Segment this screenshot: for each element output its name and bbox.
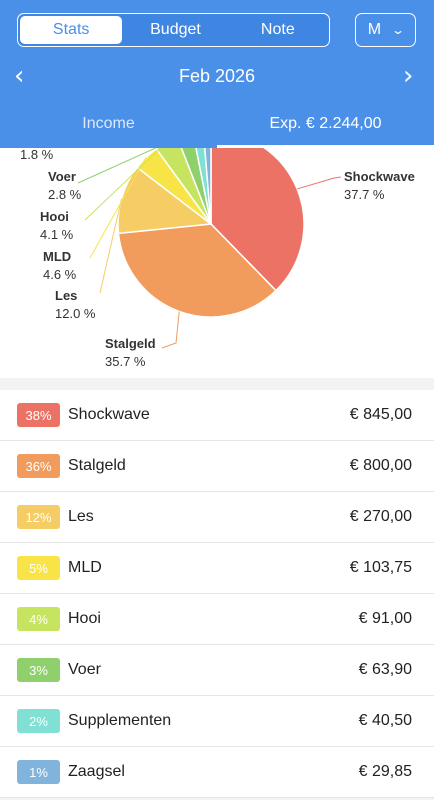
income-expense-tabs: Income Exp. € 2.244,00	[0, 100, 434, 148]
list-item[interactable]: 38% Shockwave € 845,00	[0, 390, 434, 441]
category-amount: € 103,75	[349, 559, 412, 576]
label-shockwave: Shockwave 37.7 %	[344, 169, 415, 202]
label-stalgeld: Stalgeld 35.7 %	[105, 336, 156, 369]
percent-badge: 36%	[17, 454, 60, 478]
list-item[interactable]: 3% Voer € 63,90	[0, 645, 434, 696]
category-amount: € 270,00	[349, 508, 412, 525]
category-name: Stalgeld	[68, 457, 126, 474]
leader-line-shockwave	[297, 176, 342, 190]
list-item[interactable]: 5% MLD € 103,75	[0, 543, 434, 594]
leader-line-mld	[89, 157, 147, 259]
percent-badge: 3%	[17, 658, 60, 682]
list-item[interactable]: 1% Zaagsel € 29,85	[0, 747, 434, 798]
category-name: Les	[68, 508, 94, 525]
month-title: Feb 2026	[178, 66, 256, 86]
tab-stats[interactable]: Stats	[20, 16, 123, 44]
list-item[interactable]: 2% Supplementen € 40,50	[0, 696, 434, 747]
period-label: M	[367, 21, 382, 38]
category-amount: € 91,00	[358, 610, 412, 627]
category-amount: € 800,00	[349, 457, 412, 474]
category-name: Zaagsel	[68, 763, 125, 780]
pie-chart: Shockwave 37.7 % Stalgeld 35.7 % Les 12.…	[0, 148, 434, 378]
app-header: Stats Budget Note M ⌄ ‹ Feb 2026 › Incom…	[0, 0, 434, 148]
pie-slice-zaagsel[interactable]	[203, 148, 212, 225]
label-mld: MLD 4.6 %	[43, 249, 77, 282]
category-amount: € 40,50	[358, 712, 412, 729]
pie-slice-hooi[interactable]	[155, 148, 212, 225]
percent-badge: 2%	[17, 709, 60, 733]
pie-slice-voer[interactable]	[177, 148, 212, 225]
previous-month-icon[interactable]: ‹	[14, 61, 25, 91]
next-month-icon[interactable]: ›	[403, 61, 414, 91]
label-hooi: Hooi 4.1 %	[40, 209, 74, 242]
category-name: MLD	[68, 559, 102, 576]
category-amount: € 29,85	[358, 763, 412, 780]
category-amount: € 63,90	[358, 661, 412, 678]
tab-note[interactable]: Note	[260, 21, 295, 38]
category-list: 38% Shockwave € 845,00 36% Stalgeld € 80…	[0, 390, 434, 798]
percent-badge: 1%	[17, 760, 60, 784]
label-les: Les 12.0 %	[55, 288, 96, 321]
pie-chart-svg	[77, 148, 342, 349]
category-amount: € 845,00	[349, 406, 412, 423]
view-segmented-control: Stats Budget Note	[17, 13, 330, 47]
list-item[interactable]: 12% Les € 270,00	[0, 492, 434, 543]
label-voer: Voer 2.8 %	[48, 169, 82, 202]
list-item[interactable]: 4% Hooi € 91,00	[0, 594, 434, 645]
category-name: Voer	[68, 661, 101, 678]
chevron-down-icon: ⌄	[391, 23, 406, 37]
pie-slice-shockwave[interactable]	[210, 148, 305, 292]
tab-budget[interactable]: Budget	[150, 21, 201, 38]
period-select-button[interactable]: M ⌄	[355, 13, 416, 47]
category-name: Supplementen	[68, 712, 172, 729]
leader-line-stalgeld	[161, 311, 180, 349]
category-name: Hooi	[68, 610, 101, 627]
pie-slice-supplementen[interactable]	[193, 148, 212, 225]
leader-line-les	[99, 198, 123, 294]
percent-badge: 38%	[17, 403, 60, 427]
leader-line-voer	[77, 148, 157, 184]
percent-badge: 12%	[17, 505, 60, 529]
leader-line-hooi	[84, 148, 162, 221]
percent-badge: 4%	[17, 607, 60, 631]
section-divider	[0, 378, 434, 390]
tab-expense[interactable]: Exp. € 2.244,00	[217, 100, 434, 148]
tab-income[interactable]: Income	[82, 115, 135, 132]
percent-badge: 5%	[17, 556, 60, 580]
label-supplementen: 1.8 %	[20, 148, 54, 162]
category-name: Shockwave	[68, 406, 150, 423]
pie-slice-stalgeld[interactable]	[117, 223, 277, 318]
list-item[interactable]: 36% Stalgeld € 800,00	[0, 441, 434, 492]
